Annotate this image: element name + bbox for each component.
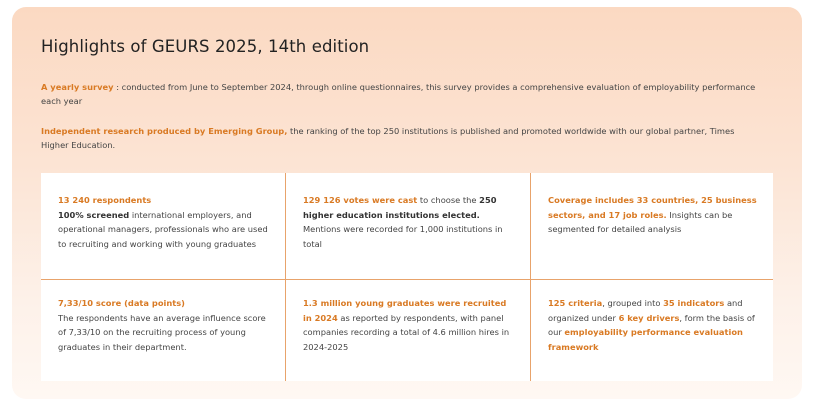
criteria-count: 125 criteria [548,298,603,308]
intro-independent-research-text: the ranking of the top 250 institutions … [41,126,735,150]
respondents-screened: 100% screened [58,209,130,220]
graduates-highlight: 1.3 million young graduates were recruit… [303,298,507,323]
intro-independent-research-highlight: Independent research produced by Emergin… [41,126,288,136]
highlight-coverage: Coverage includes 33 countries, 25 busin… [531,173,773,280]
criteria-text-2: and organized under [548,298,743,323]
score-text: The respondents have an average influenc… [58,312,266,352]
highlight-votes: 129 126 votes were cast to choose the 25… [286,173,531,280]
framework-name: employability performance evaluation fra… [548,327,743,352]
respondents-text: international employers, and operational… [58,209,268,249]
votes-institutions: 250 higher education institutions electe… [303,195,497,220]
graduates-text: as reported by respondents, with panel c… [303,312,510,352]
indicators-count: 35 indicators [663,298,725,308]
intro-yearly-survey: A yearly survey : conducted from June to… [41,80,761,108]
intro-yearly-survey-text: : conducted from June to September 2024,… [41,82,756,106]
highlight-respondents: 13 240 respondents 100% screened interna… [41,173,286,280]
highlights-grid: 13 240 respondents 100% screened interna… [41,173,773,381]
coverage-highlight: Coverage includes 33 countries, 25 busin… [548,195,757,220]
respondents-count: 13 240 respondents [58,195,152,205]
intro-independent-research: Independent research produced by Emergin… [41,124,761,152]
key-drivers-count: 6 key drivers [618,312,680,323]
coverage-text: Insights can be segmented for detailed a… [548,209,733,235]
intro-yearly-survey-highlight: A yearly survey [41,82,114,92]
page-title: Highlights of GEURS 2025, 14th edition [41,37,370,56]
votes-text: to choose the [417,195,480,205]
votes-mentions: Mentions were recorded for 1,000 institu… [303,224,503,249]
highlight-graduates: 1.3 million young graduates were recruit… [286,280,531,381]
score-value: 7,33/10 score (data points) [58,298,185,308]
highlights-card: Highlights of GEURS 2025, 14th edition A… [12,7,802,399]
criteria-text-3: , form the basis of our [548,312,755,338]
highlight-criteria: 125 criteria, grouped into 35 indicators… [531,280,773,381]
criteria-text-1: , grouped into [602,298,664,308]
votes-count: 129 126 votes were cast [303,195,418,205]
highlight-score: 7,33/10 score (data points) The responde… [41,280,286,381]
